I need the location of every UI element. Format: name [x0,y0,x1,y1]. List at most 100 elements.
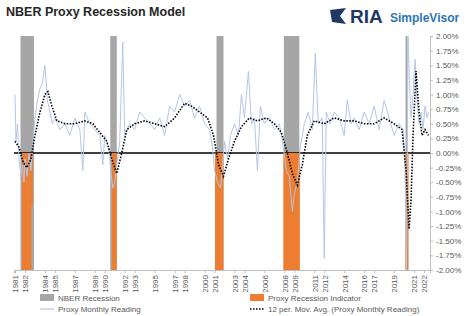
monthly-line [15,36,429,270]
x-tick-mark [95,270,96,273]
x-tick: 2022 [420,270,429,293]
moving-average-line [15,71,429,229]
y-tick-label: 1.25% [436,76,459,85]
x-axis-line [15,271,431,274]
x-tick: 1982 [21,270,30,293]
legend-item: Proxy Monthly Reading [40,305,141,314]
y-tick-mark [430,80,433,81]
y-tick: 1.00% [430,91,459,100]
y-tick: 0.75% [430,105,459,114]
x-tick-label: 2017 [370,274,379,292]
legend-swatch [250,294,264,301]
y-tick-label: 1.75% [436,47,459,56]
x-tick: 1995 [151,270,160,293]
x-tick: 1992 [121,270,130,293]
x-tick-label: 2009 [291,274,300,292]
y-tick: -0.75% [430,193,461,202]
x-tick-label: 2001 [211,274,220,292]
x-tick-mark [55,270,56,273]
x-tick-label: 2006 [261,274,270,292]
x-tick-label: 1990 [101,274,110,292]
legend-swatch [40,294,54,301]
chart-root: NBER Proxy Recession ModelRIASimpleVisor… [0,0,474,316]
y-tick-mark [430,109,433,110]
x-tick-label: 1982 [21,274,30,292]
logo-emblem [330,8,346,24]
x-tick-mark [284,270,285,273]
y-tick-mark [430,138,433,139]
y-tick-mark [430,255,433,256]
y-tick-label: -2.00% [436,266,461,275]
y-tick: -1.25% [430,222,461,231]
x-tick: 2004 [241,270,250,293]
y-tick-mark [430,182,433,183]
x-tick-label: 1985 [51,274,60,292]
y-axis-line [431,37,434,271]
x-tick-label: 1997 [171,274,180,292]
y-tick-label: -1.00% [436,208,461,217]
y-tick-label: -0.50% [436,178,461,187]
x-tick: 2000 [201,270,210,293]
x-tick-mark [125,270,126,273]
x-tick-label: 2000 [201,274,210,292]
legend: NBER RecessionProxy Recession IndicatorP… [40,294,420,314]
x-tick-label: 2003 [231,274,240,292]
x-tick-label: 1989 [91,274,100,292]
y-tick-label: 0.25% [436,134,459,143]
x-tick-mark [175,270,176,273]
x-tick: 1981 [11,270,20,293]
x-tick-label: 2019 [390,274,399,292]
legend-label: Proxy Recession Indicator [268,294,361,303]
legend-label: Proxy Monthly Reading [58,305,141,314]
x-tick: 2012 [321,270,330,293]
x-tick: 1989 [91,270,100,293]
marks [14,36,430,270]
x-tick-mark [15,270,16,273]
x-tick-label: 2004 [241,274,250,292]
x-tick-label: 1992 [121,274,130,292]
x-tick-mark [414,270,415,273]
x-tick-mark [244,270,245,273]
x-tick: 2003 [231,270,240,293]
x-tick-mark [424,270,425,273]
y-tick-label: 1.50% [436,61,459,70]
x-tick: 2011 [311,270,320,292]
x-tick-label: 2021 [410,274,419,292]
x-tick: 2019 [390,270,399,293]
x-tick: 2021 [410,270,419,293]
x-tick-label: 2011 [311,274,320,292]
y-tick-mark [430,36,433,37]
y-tick-mark [430,197,433,198]
x-tick-label: 1987 [71,274,80,292]
y-tick: 1.50% [430,61,459,70]
y-tick-label: -1.25% [436,222,461,231]
x-tick-label: 2022 [420,274,429,292]
x-tick: 2006 [261,270,270,293]
y-tick-label: 2.00% [436,32,459,41]
y-tick-label: 0.75% [436,105,459,114]
x-tick-mark [324,270,325,273]
y-tick: -0.50% [430,178,461,187]
recession-span [284,36,299,270]
y-tick-label: -1.50% [436,237,461,246]
x-tick-mark [394,270,395,273]
x-tick: 2001 [211,270,220,293]
y-tick-label: 0.00% [436,149,459,158]
y-tick: -1.75% [430,251,461,260]
y-tick: -1.50% [430,237,461,246]
x-tick: 1985 [51,270,60,293]
legend-swatch [40,308,54,309]
y-axis: -2.00% -1.75% -1.50% -1.25% -1.00% -0.75% -0.5… [430,32,461,275]
x-tick-label: 2012 [321,274,330,292]
x-axis: 1981198219841985198719891990199219931995… [11,270,430,293]
x-tick-mark [264,270,265,273]
y-tick-label: 0.50% [436,120,459,129]
y-tick: -1.00% [430,208,461,217]
recession-span [217,36,224,270]
x-tick: 1990 [101,270,110,293]
x-tick: 1984 [41,270,50,293]
x-tick-mark [75,270,76,273]
y-tick: 2.00% [430,32,459,41]
chart-svg: NBER Proxy Recession ModelRIASimpleVisor… [0,0,474,316]
y-tick: 0.50% [430,120,459,129]
